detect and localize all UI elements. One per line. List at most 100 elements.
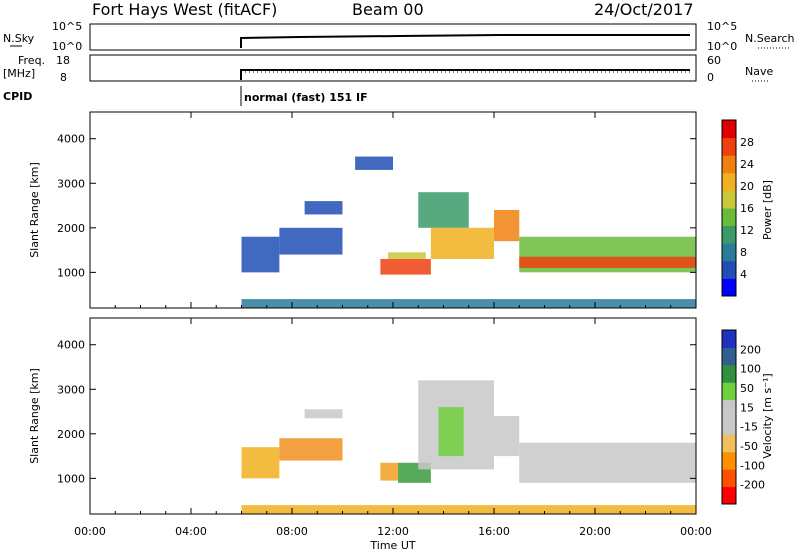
nave-tick-low: 0	[707, 71, 714, 84]
velocity-cell-8	[519, 442, 696, 483]
power-ytick-label-0: 1000	[57, 266, 85, 279]
power-cell-4	[380, 259, 431, 275]
beam-title: Beam 00	[352, 0, 424, 19]
power-colorbar-tick-0: 4	[740, 268, 747, 281]
nsearch-tick-low: 10^0	[707, 40, 737, 53]
power-colorbar: 4 8 12 16 20 24 28	[721, 119, 754, 297]
velocity-cell-0	[241, 447, 280, 479]
power-cell-10	[519, 256, 696, 268]
freq-label: Freq.	[18, 54, 45, 67]
date-title: 24/Oct/2017	[594, 0, 694, 19]
time-axis-label: Time UT	[369, 539, 415, 552]
nave-tick-high: 60	[707, 54, 721, 67]
power-colorbar-swatch-0	[722, 278, 736, 297]
power-ylabel: Slant Range [km]	[28, 162, 41, 258]
power-colorbar-swatch-2	[722, 243, 736, 262]
power-colorbar-tick-4: 20	[740, 180, 754, 193]
velocity-colorbar-label: Velocity [m s⁻¹]	[761, 373, 774, 458]
velocity-ylabel: Slant Range [km]	[28, 368, 41, 464]
velocity-colorbar-frame	[721, 329, 737, 505]
nsky-trace	[240, 34, 690, 48]
power-colorbar-swatch-5	[722, 190, 736, 209]
time-tick-label-4: 16:00	[478, 525, 510, 538]
nsearch-tick-high: 10^5	[707, 20, 737, 33]
velocity-cell-3	[380, 462, 399, 481]
velocity-colorbar-swatch-2	[722, 451, 736, 470]
velocity-cell-7	[494, 416, 520, 457]
power-ytick-label-1: 2000	[57, 222, 85, 235]
velocity-cell-2	[304, 409, 343, 419]
power-colorbar-frame	[721, 119, 737, 297]
power-cell-8	[494, 210, 520, 242]
power-colorbar-swatch-1	[722, 260, 736, 279]
power-cell-6	[418, 192, 469, 228]
cpid-value: normal (fast) 151 IF	[244, 91, 368, 104]
time-tick-label-3: 12:00	[377, 525, 409, 538]
power-cell-0	[241, 236, 280, 273]
freq-tick-high: 18	[56, 54, 70, 67]
power-colorbar-swatch-4	[722, 208, 736, 227]
velocity-cell-9	[241, 505, 696, 514]
power-colorbar-swatch-9	[722, 120, 736, 139]
power-colorbar-swatch-8	[722, 137, 736, 156]
power-colorbar-swatch-3	[722, 225, 736, 244]
velocity-colorbar-tick-6: 100	[740, 363, 761, 376]
power-colorbar-tick-6: 28	[740, 136, 754, 149]
nsky-panel-frame	[89, 23, 697, 51]
time-tick-label-1: 04:00	[175, 525, 207, 538]
freq-trace	[240, 69, 690, 80]
freq-panel-frame	[89, 54, 697, 82]
time-tick-label-5: 20:00	[579, 525, 611, 538]
power-colorbar-tick-5: 24	[740, 158, 754, 171]
power-cell-1	[279, 227, 343, 255]
velocity-colorbar-swatch-9	[722, 330, 736, 348]
power-colorbar-tick-2: 12	[740, 224, 754, 237]
velocity-panel: 1000 2000 3000 4000	[57, 339, 696, 514]
nsky-tick-high: 10^5	[52, 20, 82, 33]
power-cell-5	[387, 252, 426, 259]
cpid-label: CPID	[3, 90, 32, 103]
velocity-colorbar-tick-5: 50	[740, 382, 754, 395]
velocity-ytick-label-2: 3000	[57, 383, 85, 396]
power-colorbar-swatch-7	[722, 155, 736, 174]
station-title: Fort Hays West (fitACF)	[92, 0, 277, 19]
power-cell-3	[355, 156, 393, 170]
time-tick-label-2: 08:00	[276, 525, 308, 538]
velocity-cell-1	[279, 438, 343, 461]
power-ytick-label-2: 3000	[57, 177, 85, 190]
velocity-colorbar-swatch-7	[722, 364, 736, 383]
velocity-colorbar-swatch-4	[722, 417, 736, 435]
velocity-colorbar-tick-2: -50	[740, 440, 758, 453]
nsky-label: N.Sky	[3, 32, 35, 45]
velocity-colorbar-swatch-0	[722, 486, 736, 505]
velocity-ytick-label-0: 1000	[57, 472, 85, 485]
velocity-ytick-label-3: 4000	[57, 339, 85, 352]
time-axis: 00:00 04:00 08:00 12:00 16:00 20:00 00:00	[74, 112, 712, 538]
velocity-colorbar-tick-4: 15	[740, 401, 754, 414]
velocity-colorbar-swatch-8	[722, 347, 736, 366]
power-panel-frame	[89, 111, 697, 309]
power-cell-2	[304, 201, 343, 215]
velocity-colorbar-tick-3: -15	[740, 421, 758, 434]
power-cell-7	[430, 227, 494, 259]
power-colorbar-tick-1: 8	[740, 246, 747, 259]
time-tick-label-0: 00:00	[74, 525, 106, 538]
velocity-panel-frame	[89, 317, 697, 515]
nsearch-label: N.Search	[745, 32, 795, 45]
velocity-colorbar-tick-1: -100	[740, 459, 765, 472]
power-cell-11	[241, 299, 696, 308]
power-colorbar-label: Power [dB]	[761, 180, 774, 240]
power-panel: 1000 2000 3000 4000	[57, 133, 696, 308]
power-colorbar-swatch-6	[722, 172, 736, 191]
velocity-colorbar-swatch-3	[722, 434, 736, 453]
freq-tick-low: 8	[60, 71, 67, 84]
nave-label: Nave	[745, 65, 773, 78]
time-tick-label-6: 00:00	[680, 525, 712, 538]
velocity-colorbar: -200 -100 -50 -15 15 50 100 200	[721, 329, 765, 505]
velocity-colorbar-tick-7: 200	[740, 343, 761, 356]
freq-unit: [MHz]	[3, 67, 35, 80]
velocity-colorbar-swatch-6	[722, 382, 736, 401]
velocity-ytick-label-1: 2000	[57, 428, 85, 441]
